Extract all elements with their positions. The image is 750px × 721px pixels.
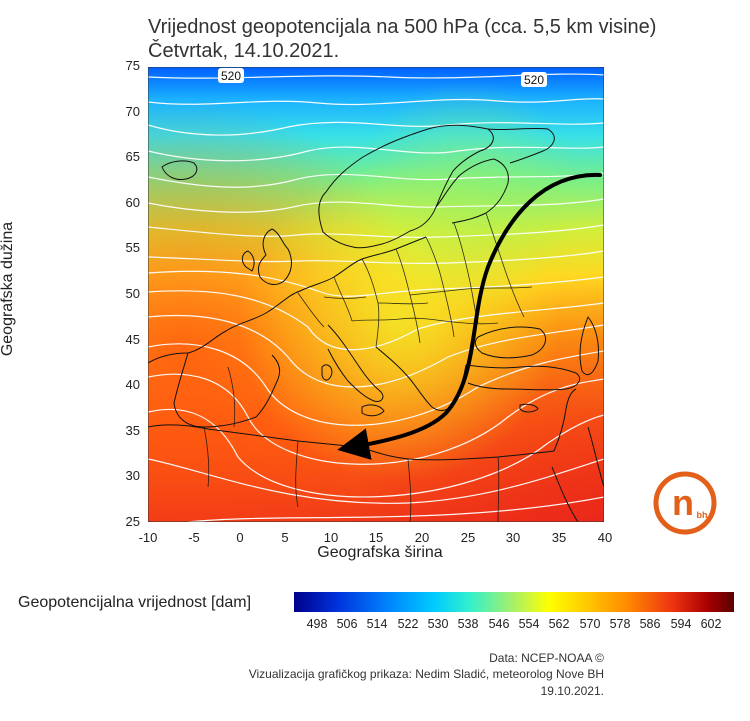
y-tick: 60	[125, 195, 140, 210]
y-tick: 25	[125, 514, 140, 529]
contour-label-right: 520	[521, 72, 547, 87]
y-tick: 35	[125, 423, 140, 438]
x-tick: 35	[551, 530, 567, 545]
logo-letter: n	[672, 482, 694, 523]
country-borders	[203, 212, 533, 522]
colorbar-tick: 514	[366, 617, 388, 631]
logo: n bh	[653, 471, 717, 535]
colorbar-tick: 594	[670, 617, 692, 631]
x-tick: -10	[138, 530, 158, 545]
colorbar-tick: 578	[609, 617, 631, 631]
colorbar-tick: 570	[579, 617, 601, 631]
x-tick: 25	[460, 530, 476, 545]
colorbar-tick: 522	[397, 617, 419, 631]
ridge-axis-arrow	[337, 172, 602, 460]
x-tick: -5	[188, 530, 200, 545]
y-tick: 50	[125, 286, 140, 301]
x-axis-label: Geografska širina	[317, 544, 443, 561]
y-tick: 70	[125, 104, 140, 119]
coastlines	[148, 124, 604, 522]
credit-date: 19.10.2021.	[540, 684, 604, 698]
x-tick: 0	[236, 530, 244, 545]
y-tick: 55	[125, 240, 140, 255]
colorbar-tick: 530	[427, 617, 449, 631]
data-source-credit: Data: NCEP-NOAA ©	[489, 651, 604, 665]
colorbar-tick: 586	[639, 617, 661, 631]
colorbar-label: Geopotencijalna vrijednost [dam]	[18, 594, 252, 611]
contour-label-left: 520	[218, 68, 244, 83]
colorbar-tick: 562	[548, 617, 570, 631]
svg-text:520: 520	[221, 69, 241, 83]
colorbar-tick: 554	[518, 617, 540, 631]
colorbar-tick: 498	[306, 617, 328, 631]
map-subtitle: Četvrtak, 14.10.2021.	[148, 40, 340, 62]
geopotential-map: 520 520	[148, 67, 604, 522]
y-axis-label: Geografska dužina	[0, 221, 16, 357]
x-tick: 40	[597, 530, 613, 545]
visualization-credit: Vizualizacija grafičkog prikaza: Nedim S…	[248, 667, 604, 681]
colorbar-tick: 602	[700, 617, 722, 631]
y-tick: 75	[125, 58, 140, 73]
x-tick: 10	[323, 530, 339, 545]
y-tick: 65	[125, 149, 140, 164]
y-tick: 40	[125, 377, 140, 392]
map-title: Vrijednost geopotencijala na 500 hPa (cc…	[148, 16, 657, 38]
colorbar-tick: 538	[457, 617, 479, 631]
contour-lines	[148, 73, 604, 522]
y-tick: 30	[125, 468, 140, 483]
svg-text:520: 520	[524, 73, 544, 87]
x-tick: 5	[281, 530, 289, 545]
colorbar-tick: 506	[336, 617, 358, 631]
logo-small-text: bh	[697, 510, 708, 520]
colorbar-tick: 546	[488, 617, 510, 631]
x-tick: 30	[505, 530, 521, 545]
y-tick: 45	[125, 332, 140, 347]
colorbar	[294, 592, 734, 612]
x-tick: 20	[414, 530, 430, 545]
x-tick: 15	[368, 530, 384, 545]
